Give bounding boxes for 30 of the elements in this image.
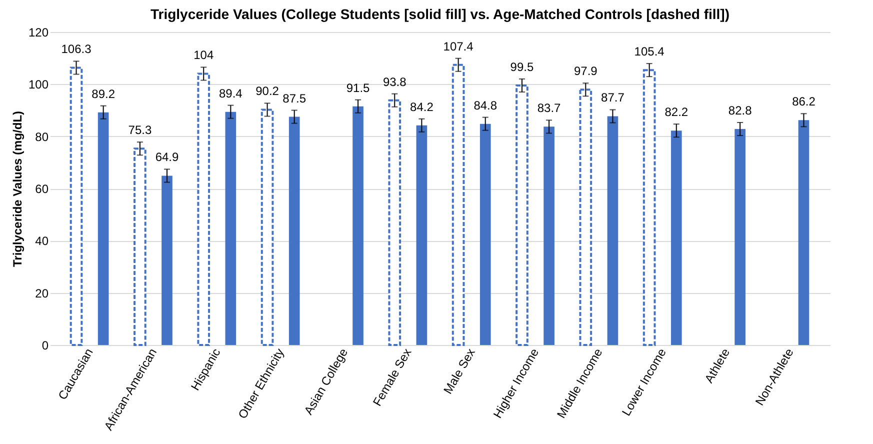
data-label: 84.2 — [410, 100, 434, 114]
data-label: 89.2 — [92, 86, 116, 101]
data-label: 90.2 — [256, 84, 280, 98]
y-tick-label: 20 — [35, 286, 49, 300]
data-label: 75.3 — [128, 123, 152, 138]
chart-title: Triglyceride Values (College Students [solid fill] vs. Age-Matched Controls [dashed fill]) — [150, 6, 730, 22]
data-label: 93.8 — [382, 74, 407, 89]
data-label: 97.9 — [574, 64, 598, 78]
data-label: 105.4 — [634, 44, 665, 59]
data-label: 104 — [194, 48, 214, 62]
data-label: 106.3 — [61, 42, 92, 56]
data-label: 84.8 — [474, 98, 498, 112]
y-tick-label: 80 — [35, 130, 49, 144]
data-label: 107.4 — [443, 39, 474, 54]
data-label: 87.7 — [601, 90, 625, 105]
data-label: 64.9 — [155, 150, 179, 164]
y-tick-label: 60 — [35, 182, 49, 196]
data-label: 99.5 — [510, 60, 534, 74]
data-label: 87.5 — [282, 91, 306, 106]
data-label: 82.2 — [664, 105, 688, 120]
data-label: 83.7 — [537, 101, 562, 116]
y-axis-title: Triglyceride Values (mg/dL) — [10, 110, 24, 268]
data-label: 82.8 — [728, 104, 752, 118]
y-tick-label: 100 — [28, 78, 49, 92]
y-tick-label: 0 — [42, 338, 49, 352]
data-label: 91.5 — [346, 80, 370, 95]
y-tick-label: 40 — [35, 234, 49, 248]
data-label: 89.4 — [218, 86, 243, 100]
y-tick-label: 120 — [28, 26, 49, 40]
data-label: 86.2 — [792, 94, 816, 109]
